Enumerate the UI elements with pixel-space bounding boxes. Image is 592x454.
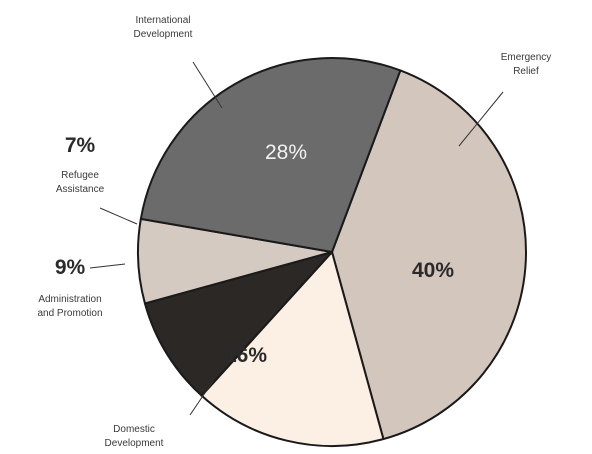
value-label-international-development: 28% — [265, 141, 307, 164]
slice-domestic-development — [200, 251, 385, 447]
category-label-refugee-assistance: Refugee Assistance — [56, 170, 105, 195]
category-label-emergency-relief: Emergency Relief — [501, 52, 552, 77]
leader-line-international-development — [192, 61, 223, 109]
leader-line-emergency-relief — [458, 91, 504, 147]
category-label-line: Development — [134, 29, 193, 40]
value-label-refugee-assistance: 7% — [65, 134, 96, 157]
category-label-administration-promotion: Administration and Promotion — [37, 294, 102, 319]
category-label-line: Refugee — [61, 170, 99, 181]
leader-line-administration-promotion — [89, 263, 126, 269]
slice-administration-promotion — [143, 251, 333, 397]
slice-emergency-relief — [331, 69, 527, 441]
leader-line-domestic-development — [189, 380, 214, 416]
slice-international-development — [139, 57, 402, 253]
category-label-line: Development — [105, 438, 164, 449]
category-label-line: Domestic — [113, 424, 155, 435]
category-label-line: Administration — [38, 294, 101, 305]
category-label-line: International — [135, 15, 190, 26]
category-label-line: and Promotion — [37, 308, 102, 319]
category-label-line: Relief — [513, 66, 539, 77]
leader-line-refugee-assistance — [99, 207, 138, 225]
category-label-line: Assistance — [56, 184, 105, 195]
category-label-international-development: International Development — [134, 15, 193, 40]
pie-slices — [137, 57, 527, 447]
value-label-domestic-development: 16% — [225, 344, 267, 367]
value-label-emergency-relief: 40% — [412, 259, 454, 282]
value-label-administration-promotion: 9% — [55, 256, 86, 279]
category-label-line: Emergency — [501, 52, 552, 63]
category-label-domestic-development: Domestic Development — [105, 424, 164, 449]
